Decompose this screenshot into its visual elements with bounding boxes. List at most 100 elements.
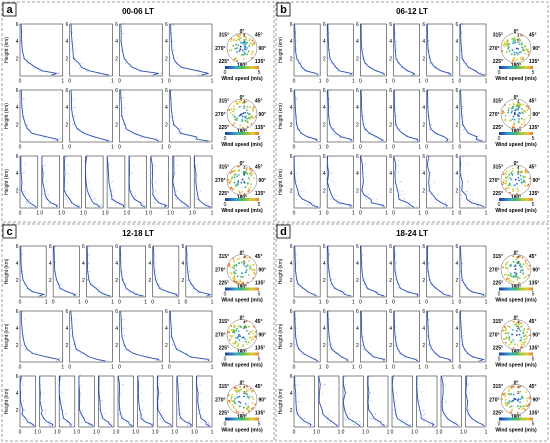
rose-point: [519, 104, 522, 106]
subplot-frame: [117, 375, 134, 428]
rose-direction-label: 270°: [215, 46, 225, 52]
profile-scatter-point: [30, 291, 32, 293]
profile-scatter-point: [185, 205, 187, 207]
x-tick-label: 0: [464, 430, 467, 436]
x-tick-label: 0: [19, 211, 22, 217]
rose-point: [524, 409, 526, 411]
colorbar-label: Wind speed (m/s): [495, 428, 537, 434]
x-tick-label: 1: [319, 145, 322, 151]
profile-scatter-point: [176, 409, 178, 411]
rose-point: [525, 404, 527, 407]
profile-scatter-point: [141, 384, 142, 386]
profile-scatter-point: [462, 129, 464, 131]
rose-point: [517, 255, 519, 258]
rose-point: [512, 125, 515, 127]
x-tick-label: 1: [111, 365, 114, 371]
profile-scatter-point: [89, 270, 91, 272]
rose-point: [505, 329, 507, 332]
profile-scatter-point: [401, 418, 403, 420]
panel-letter-box: [276, 224, 291, 239]
profile-scatter-point: [330, 62, 332, 64]
profile-scatter-point: [327, 189, 329, 191]
rose-point: [243, 174, 246, 177]
rose-point: [252, 332, 254, 335]
profile-scatter-point: [23, 335, 25, 337]
profile-scatter-point: [186, 271, 188, 273]
profile-scatter-point: [31, 62, 33, 64]
profile-scatter-point: [359, 420, 361, 422]
profile-scatter-point: [187, 423, 189, 425]
profile-scatter-point: [56, 360, 57, 362]
subplot-frame: [360, 23, 387, 77]
rose-inner-ring: [234, 261, 250, 278]
profile-scatter-point: [428, 62, 430, 64]
profile-scatter-point: [79, 374, 81, 376]
profile-scatter-point: [421, 391, 423, 393]
profile-scatter-point: [172, 62, 174, 63]
y-tick-label: 6: [323, 154, 326, 160]
rose-point: [505, 278, 508, 281]
profile-line: [360, 23, 385, 76]
x-tick-label: 1: [123, 211, 126, 217]
profile-line: [120, 89, 160, 142]
profile-scatter-point: [396, 262, 398, 264]
rose-inner-ring: [234, 172, 250, 188]
profile-scatter-point: [369, 417, 371, 419]
profile-scatter-point: [118, 417, 119, 419]
rose-point: [250, 183, 252, 186]
profile-line: [20, 89, 59, 142]
y-tick-label: 2: [456, 122, 459, 128]
profile-scatter-point: [173, 327, 175, 329]
profile-line: [196, 375, 210, 427]
profile-scatter-point: [208, 422, 210, 423]
rose-point: [524, 110, 527, 113]
profile-scatter-point: [167, 205, 169, 207]
profile-scatter-point: [381, 421, 382, 423]
profile-line: [70, 310, 106, 362]
rose-point: [510, 280, 513, 282]
rose-direction-label: 45°: [255, 165, 263, 171]
profile-scatter-point: [182, 205, 184, 207]
rose-point: [244, 255, 247, 258]
profile-scatter-point: [98, 73, 99, 75]
profile-scatter-point: [362, 425, 364, 427]
rose-point: [241, 102, 244, 105]
profile-scatter-point: [25, 201, 27, 203]
rose-point: [248, 409, 251, 411]
rose-direction-label: 270°: [489, 267, 499, 273]
rose-ring-label: 2: [517, 260, 520, 265]
panel-border: [1, 223, 275, 442]
profile-scatter-point: [72, 88, 74, 90]
profile-scatter-point: [317, 295, 319, 297]
profile-scatter-point: [122, 32, 124, 34]
rose-point: [504, 172, 507, 175]
rose-point: [232, 105, 235, 107]
profile-scatter-point: [82, 409, 84, 411]
rose-direction-label: 225°: [493, 346, 503, 352]
profile-scatter-point: [377, 421, 379, 423]
y-tick-label: 2: [389, 56, 392, 62]
profile-line: [169, 89, 209, 142]
rose-point: [233, 169, 235, 172]
profile-scatter-point: [23, 23, 24, 25]
rose-point: [251, 268, 253, 271]
rose-point: [524, 184, 527, 187]
profile-scatter-point: [22, 172, 24, 174]
profile-scatter-point: [327, 270, 329, 272]
y-tick-label: 6: [165, 22, 168, 28]
y-tick-label: 2: [356, 278, 359, 284]
y-tick-label: 6: [422, 309, 425, 315]
rose-point: [250, 53, 253, 56]
profile-scatter-point: [20, 327, 21, 329]
rose-point: [238, 400, 240, 403]
profile-scatter-point: [45, 408, 47, 410]
profile-scatter-point: [170, 116, 172, 118]
profile-scatter-point: [177, 156, 179, 158]
rose-point: [243, 320, 246, 323]
rose-direction-label: 225°: [493, 191, 503, 197]
profile-scatter-point: [152, 164, 154, 166]
